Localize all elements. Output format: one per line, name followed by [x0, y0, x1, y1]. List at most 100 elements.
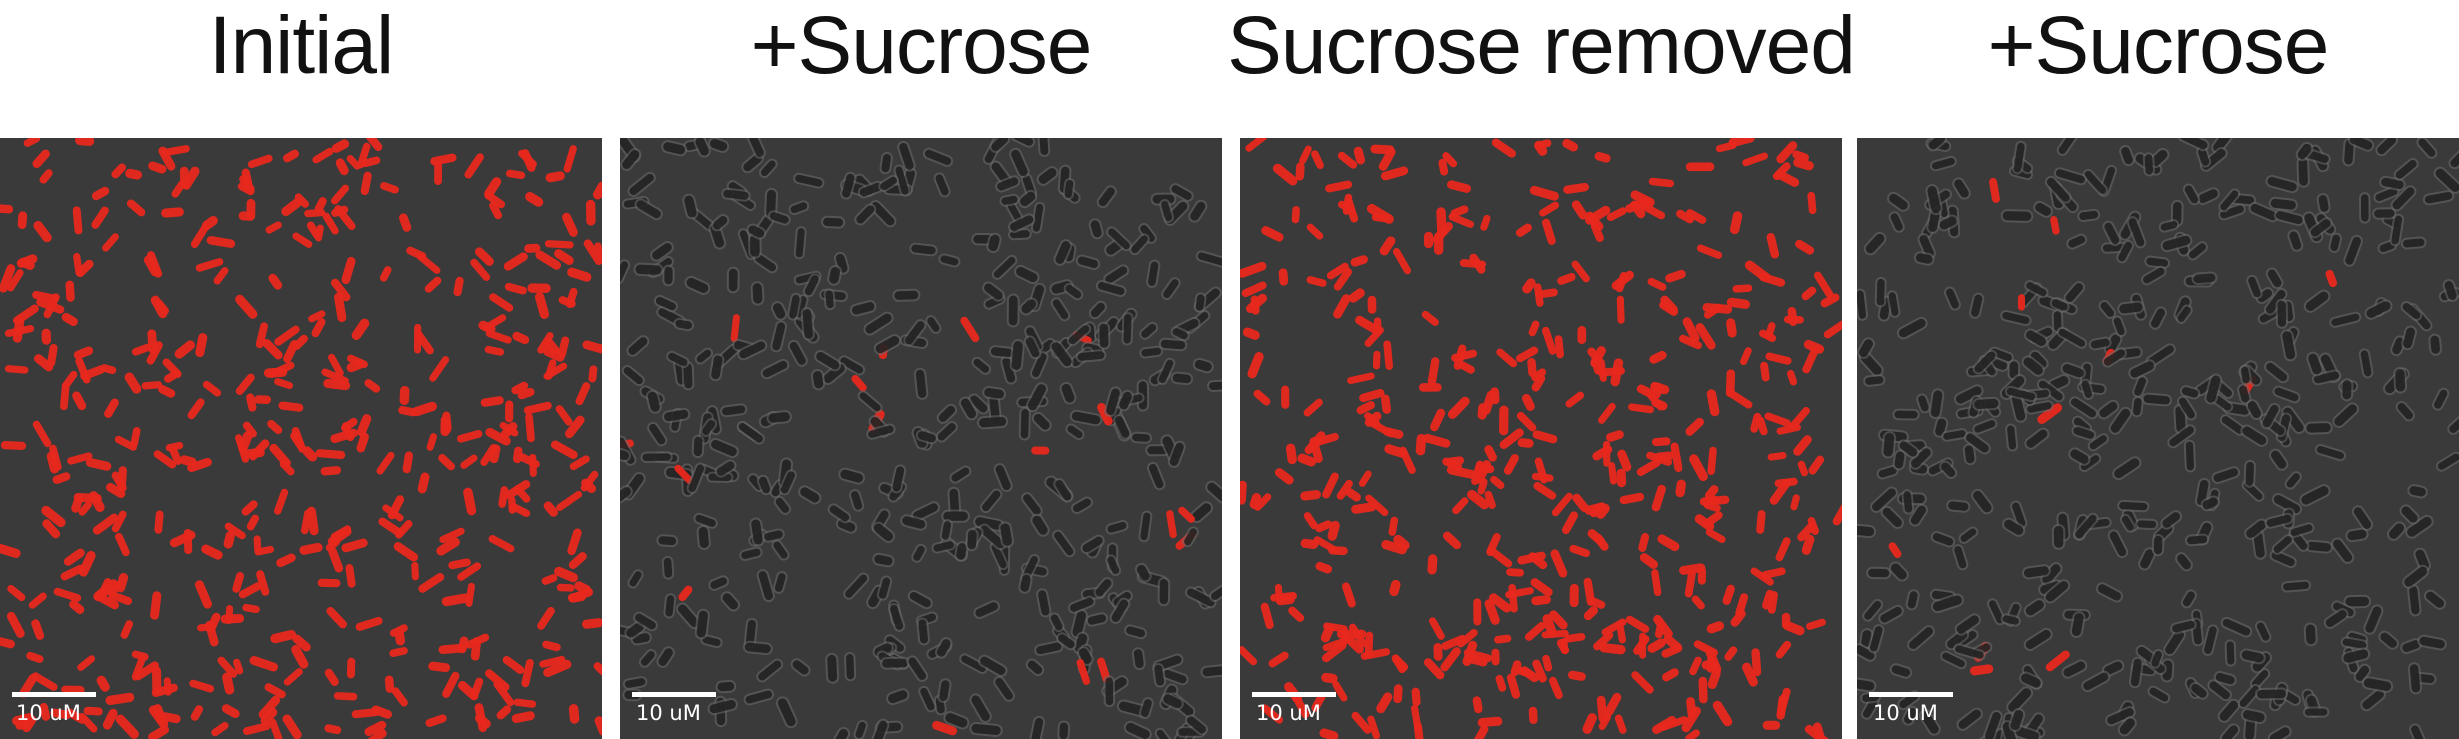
dark-cell: [1192, 357, 1214, 374]
cell-body: [1383, 340, 1394, 371]
cell-body: [1703, 511, 1723, 528]
fluorescent-cell: [333, 692, 358, 701]
dark-cell: [2345, 527, 2369, 543]
fluorescent-cell: [33, 354, 54, 372]
dark-cell: [1070, 496, 1094, 515]
fluorescent-cell: [1355, 315, 1381, 335]
dark-cell: [810, 368, 826, 391]
fluorescent-cell: [1367, 295, 1377, 314]
fluorescent-cell: [508, 496, 517, 514]
cell-body: [1350, 255, 1368, 267]
micrograph-image: 10 uM: [1240, 138, 1842, 739]
cell-body: [1381, 394, 1391, 414]
fluorescent-cell: [32, 149, 50, 169]
dark-cell: [656, 534, 679, 548]
cell-body: [1506, 568, 1525, 577]
cell-body: [1351, 711, 1372, 734]
cell-body: [1321, 672, 1338, 684]
cell-body: [1140, 224, 1155, 242]
cell-body: [1446, 180, 1472, 193]
dark-cell: [2340, 378, 2354, 402]
dark-cell: [750, 281, 765, 306]
fluorescent-cell: [558, 296, 576, 308]
dark-cell: [1878, 604, 1904, 625]
dark-cell: [2063, 281, 2086, 305]
fluorescent-cell: [47, 343, 58, 367]
cell-body: [1882, 507, 1902, 527]
cell-body: [2128, 218, 2145, 247]
dark-cell: [1007, 213, 1036, 234]
cell-body: [1131, 235, 1148, 254]
cell-body: [1617, 449, 1632, 472]
fluorescent-cell: [268, 718, 283, 739]
fluorescent-cell: [402, 451, 414, 474]
fluorescent-cell: [242, 421, 257, 438]
dark-cell: [682, 193, 699, 220]
fluorescent-cell: [148, 161, 167, 174]
fluorescent-cell: [1291, 206, 1300, 224]
dark-cell: [662, 264, 675, 287]
dark-cell: [640, 451, 673, 464]
cell-body: [1775, 537, 1791, 562]
dark-cell: [2180, 589, 2197, 609]
cell-body: [1459, 361, 1475, 374]
cell-body: [1682, 317, 1700, 343]
fluorescent-cell: [418, 572, 445, 593]
cell-body: [1325, 180, 1353, 193]
fluorescent-cell: [1777, 687, 1791, 717]
cell-body: [1442, 152, 1458, 168]
cell-body: [299, 542, 323, 555]
cell-body: [1616, 468, 1627, 488]
panel-title: +Sucrose: [1987, 0, 2330, 91]
cell-body: [448, 558, 471, 570]
dark-cell: [1188, 199, 1208, 223]
cell-body: [83, 706, 103, 716]
fluorescent-cell: [932, 720, 958, 736]
dark-cell: [1021, 492, 1043, 517]
cell-body: [1336, 629, 1367, 639]
cell-body: [330, 278, 351, 302]
cell-body: [1724, 646, 1738, 661]
dark-cell: [2400, 300, 2423, 322]
dark-cell: [1182, 526, 1199, 548]
fluorescent-cell: [1529, 185, 1559, 201]
fluorescent-cell: [50, 708, 71, 720]
dark-cell: [890, 464, 907, 494]
cell-body: [126, 199, 146, 217]
cell-body: [154, 510, 164, 534]
cell-body: [1241, 281, 1267, 298]
fluorescent-cell: [1651, 569, 1662, 597]
fluorescent-cell: [1759, 273, 1786, 287]
fluorescent-cell: [556, 490, 583, 511]
cell-body: [1679, 334, 1702, 350]
cell-body: [1857, 525, 1875, 537]
cell-body: [620, 448, 629, 461]
dark-cell: [2068, 447, 2091, 466]
cell-body: [1039, 138, 1049, 156]
cell-body: [773, 541, 788, 559]
fluorescent-cell: [1649, 350, 1667, 364]
fluorescent-cell: [1288, 606, 1305, 622]
dark-cell: [2268, 196, 2298, 212]
dark-cell: [1917, 233, 1936, 260]
fluorescent-cell: [371, 705, 392, 719]
fluorescent-cell: [1565, 391, 1585, 408]
cell-body: [1606, 207, 1627, 222]
dark-cell: [1167, 440, 1186, 468]
cell-body: [1857, 679, 1875, 691]
dark-cell: [620, 485, 633, 504]
fluorescent-cell: [283, 668, 303, 686]
cell-body: [936, 639, 951, 657]
fluorescent-cell: [1707, 446, 1717, 476]
cell-body: [2213, 468, 2239, 482]
cell-body: [2392, 337, 2405, 355]
dark-cell: [2204, 373, 2223, 405]
cell-body: [1869, 626, 1883, 652]
cell-body: [441, 593, 471, 607]
fluorescent-cell: [851, 374, 867, 392]
cell-body: [1649, 350, 1667, 364]
fluorescent-cell: [53, 587, 82, 602]
fluorescent-cell: [1379, 236, 1396, 256]
cell-body: [2134, 377, 2147, 396]
cell-body: [743, 154, 762, 172]
